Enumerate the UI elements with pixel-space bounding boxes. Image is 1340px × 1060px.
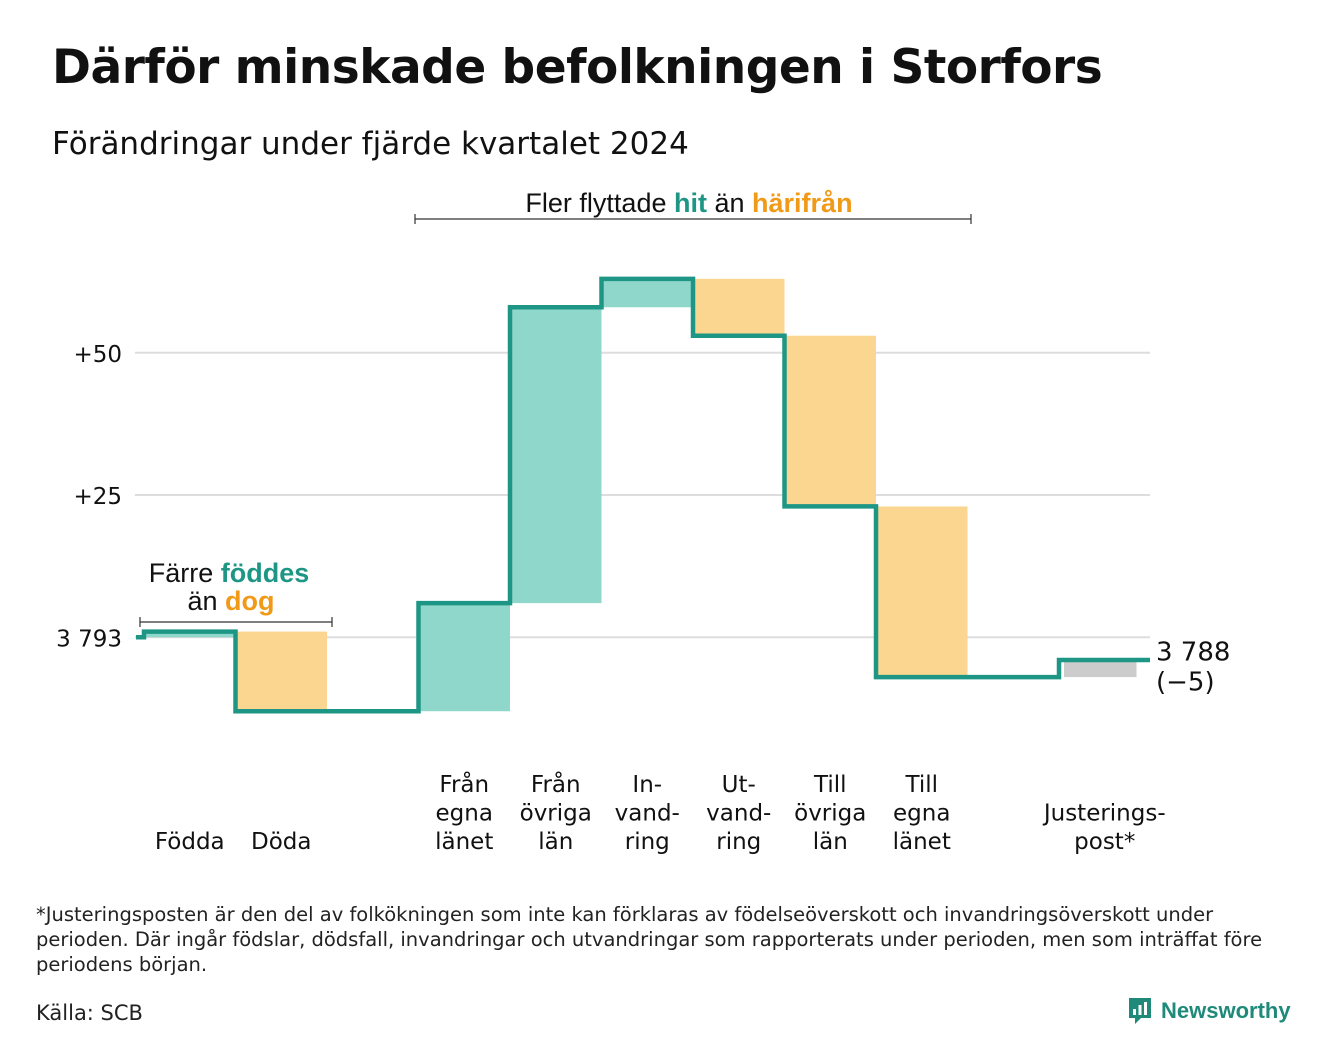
category-label: län	[538, 829, 573, 855]
category-label: vand-	[615, 801, 680, 827]
category-label: Födda	[155, 829, 225, 855]
chart-subtitle: Förändringar under fjärde kvartalet 2024	[52, 126, 689, 162]
y-tick-label: +50	[73, 342, 122, 368]
category-label: länet	[435, 829, 493, 855]
end-change-label: (−5)	[1156, 668, 1215, 698]
category-label: Till	[904, 772, 938, 798]
waterfall-bar	[601, 278, 693, 308]
category-label: Ut-	[722, 772, 756, 798]
newsworthy-logo-icon	[1129, 998, 1151, 1024]
category-label: Justerings-	[1042, 801, 1166, 827]
category-label: egna	[436, 801, 493, 827]
births-annotation-line1: Färre föddes	[149, 558, 310, 588]
category-label: vand-	[706, 801, 771, 827]
chart-title: Därför minskade befolkningen i Storfors	[52, 40, 1103, 95]
category-label: Till	[813, 772, 847, 798]
category-label: In-	[632, 772, 662, 798]
brand-name: Newsworthy	[1161, 998, 1291, 1023]
waterfall-bar	[235, 631, 327, 712]
brand-logo[interactable]: Newsworthy	[1127, 996, 1291, 1026]
category-label: Från	[531, 770, 581, 798]
waterfall-bar	[510, 307, 602, 604]
end-value-label: 3 788	[1156, 638, 1230, 668]
category-label: egna	[893, 801, 950, 827]
source-label: Källa: SCB	[36, 1001, 143, 1025]
waterfall-bar	[144, 631, 236, 638]
category-label: ring	[716, 829, 761, 855]
waterfall-bar	[693, 278, 785, 336]
waterfall-bar	[1064, 660, 1137, 678]
migration-annotation: Fler flyttade hit än härifrån	[525, 188, 852, 218]
waterfall-bar	[876, 506, 968, 678]
category-label: länet	[893, 829, 951, 855]
category-label: Döda	[251, 829, 311, 855]
category-label: övriga	[520, 801, 592, 827]
footnote: *Justeringsposten är den del av folkökni…	[36, 903, 1263, 976]
population-step-line	[136, 276, 1150, 714]
category-label: post*	[1074, 829, 1135, 855]
category-label: Från	[439, 770, 489, 798]
start-value-label: 3 793	[56, 626, 122, 652]
births-annotation-line2: än dog	[187, 586, 274, 616]
y-tick-label: +25	[73, 484, 122, 510]
category-label: övriga	[794, 801, 866, 827]
category-label: ring	[625, 829, 670, 855]
waterfall-bar	[784, 335, 876, 507]
waterfall-bar	[418, 603, 510, 712]
category-label: län	[813, 829, 848, 855]
